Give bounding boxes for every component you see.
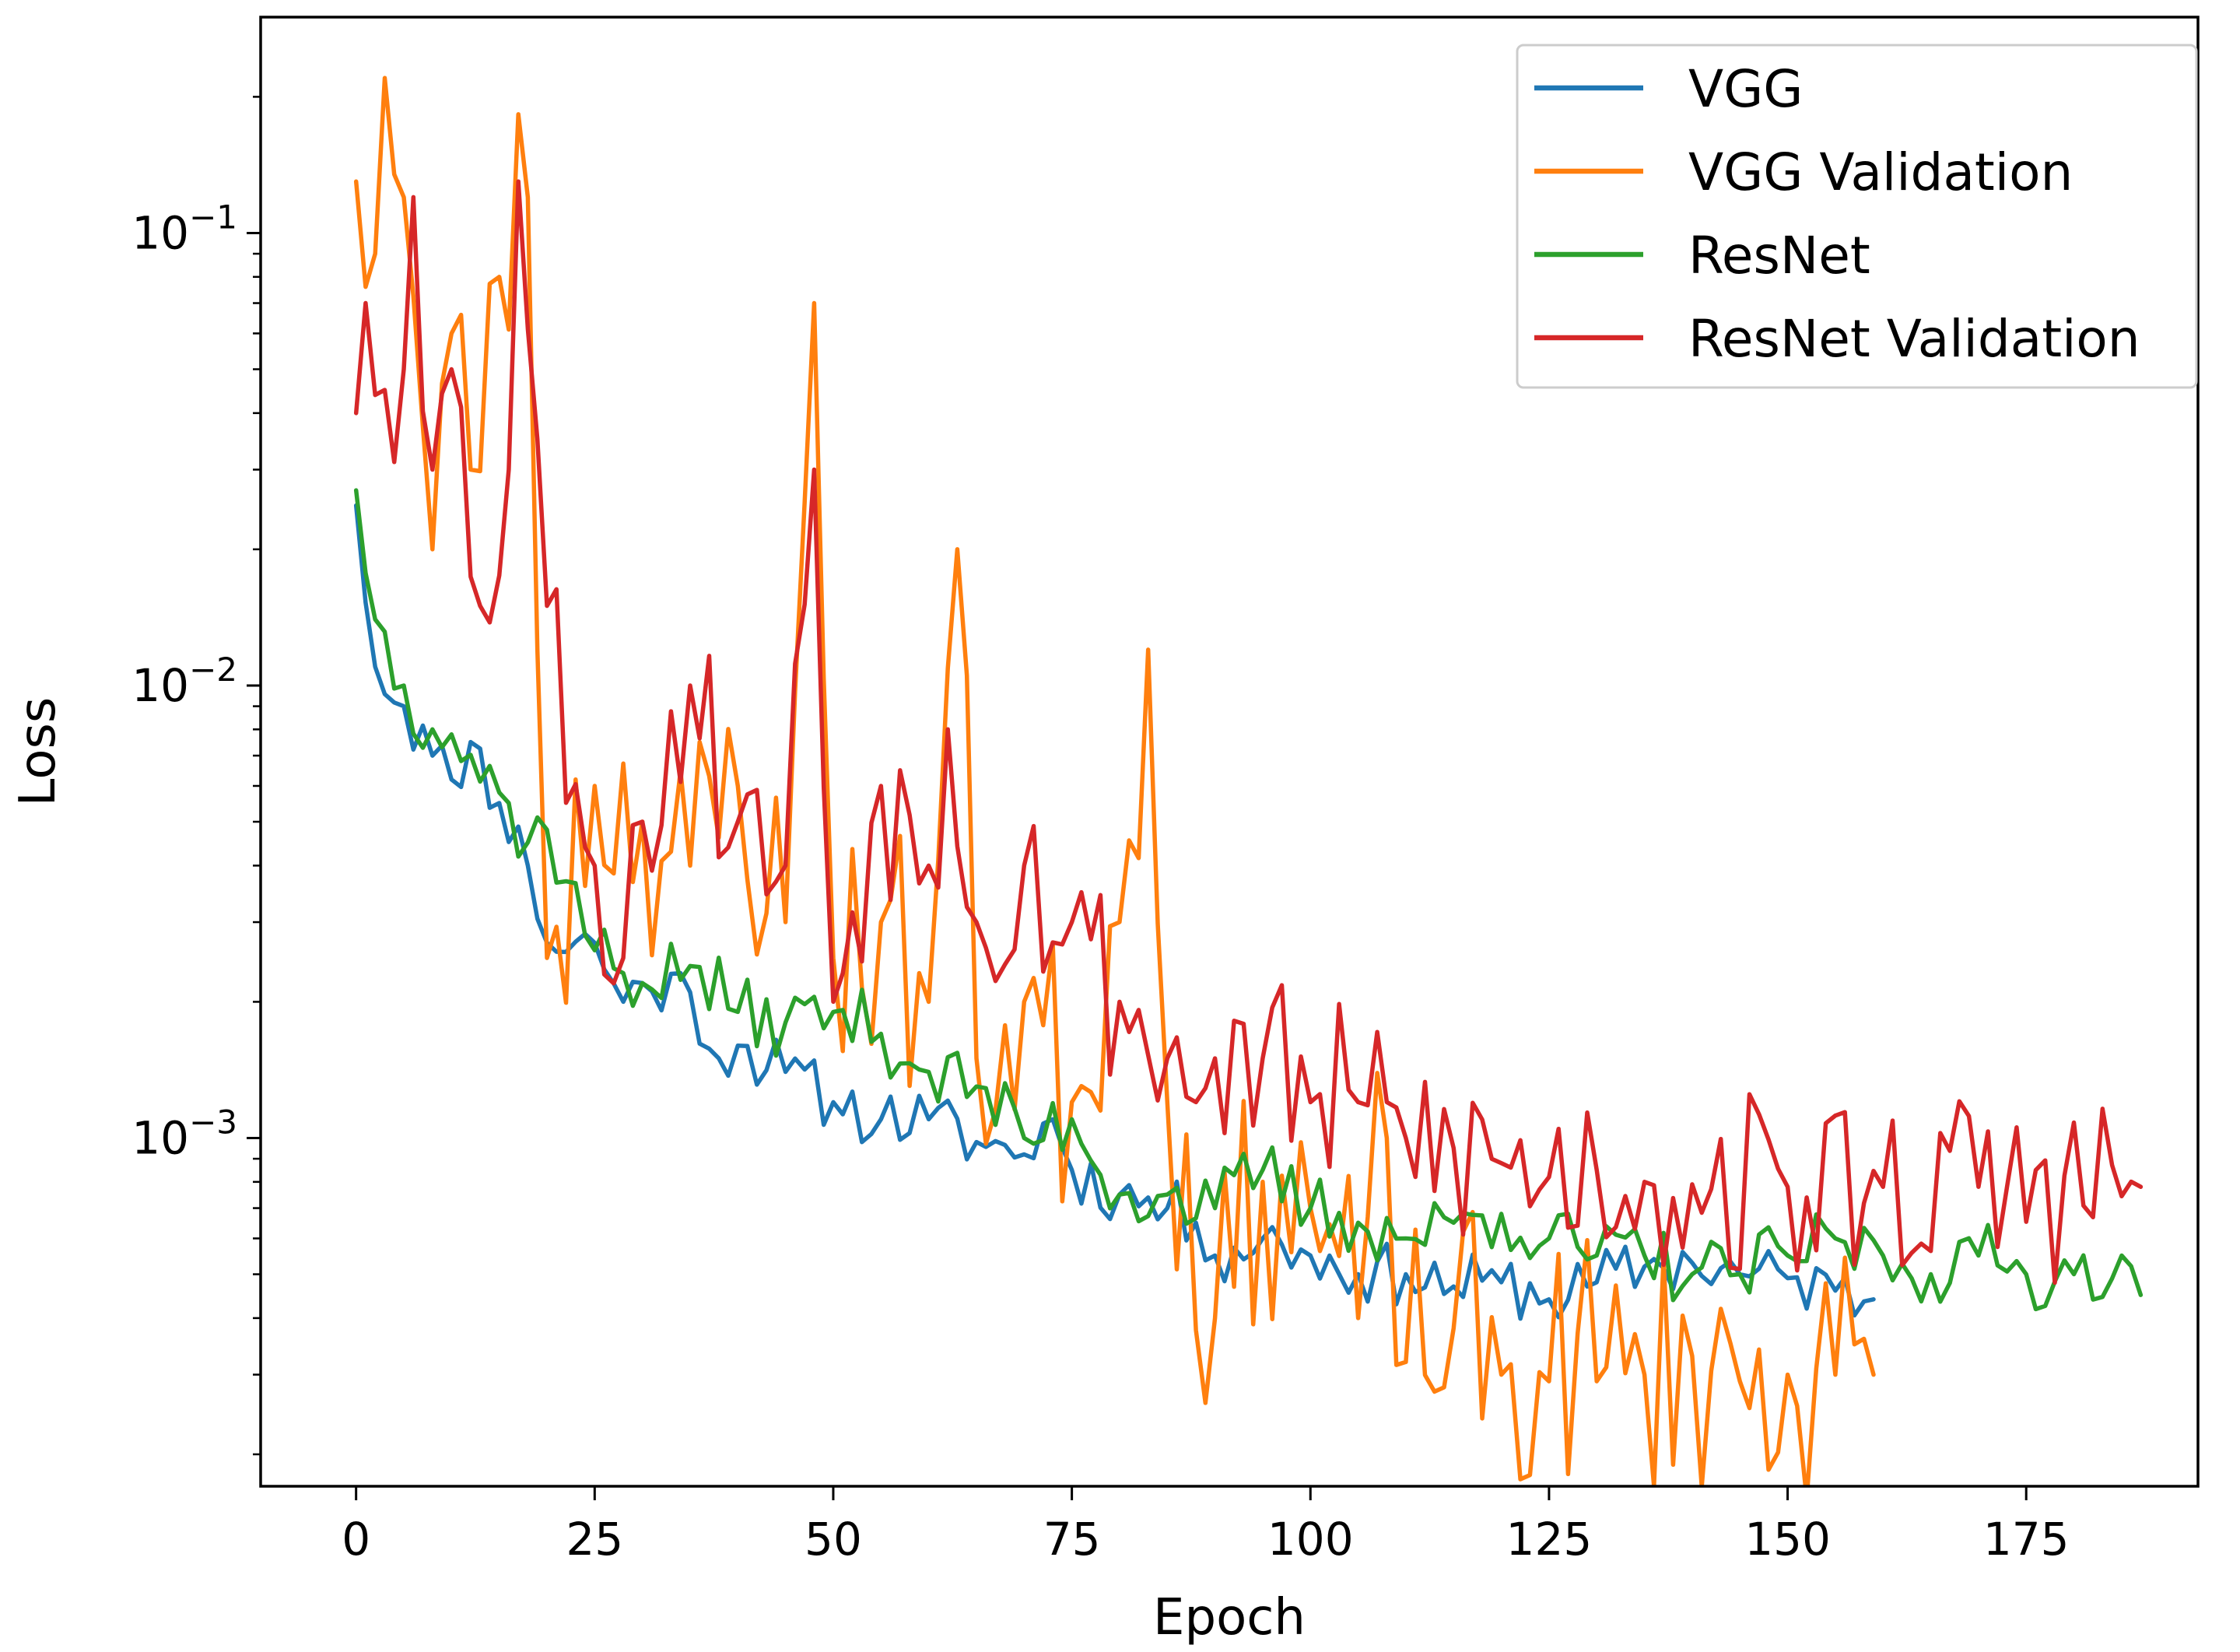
plot-frame <box>259 16 2200 1488</box>
series-layer <box>353 75 2144 1486</box>
x-axis-label: Epoch <box>1153 1589 1306 1647</box>
series-line-3 <box>353 179 2144 1285</box>
legend-label-0: VGG <box>1688 59 1803 119</box>
x-tick-label: 100 <box>1267 1513 1354 1566</box>
legend-box <box>1516 44 2198 389</box>
y-tick-label: 10−3 <box>131 1103 237 1164</box>
legend: VGG VGG Validation ResNet ResNet Validation <box>1516 44 2198 389</box>
legend-label-2: ResNet <box>1688 226 1870 286</box>
legend-label-3: ResNet Validation <box>1688 309 2140 369</box>
axis-layer: 0 25 50 75 100 125 150 175 10−3 10−2 10−1 <box>131 96 2070 1566</box>
x-tick-label: 75 <box>1043 1513 1101 1566</box>
x-tick-label: 150 <box>1744 1513 1831 1566</box>
x-tick-label: 25 <box>566 1513 623 1566</box>
legend-label-1: VGG Validation <box>1688 142 2073 202</box>
x-tick-label: 50 <box>805 1513 862 1566</box>
x-tick-label: 125 <box>1506 1513 1593 1566</box>
y-tick-label: 10−2 <box>131 651 237 712</box>
x-tick-label: 0 <box>342 1513 370 1566</box>
y-tick-label: 10−1 <box>131 198 237 259</box>
x-tick-label: 175 <box>1983 1513 2070 1566</box>
series-line-1 <box>353 75 1876 1486</box>
y-axis-label: Loss <box>9 697 67 806</box>
series-line-2 <box>353 488 2144 1312</box>
